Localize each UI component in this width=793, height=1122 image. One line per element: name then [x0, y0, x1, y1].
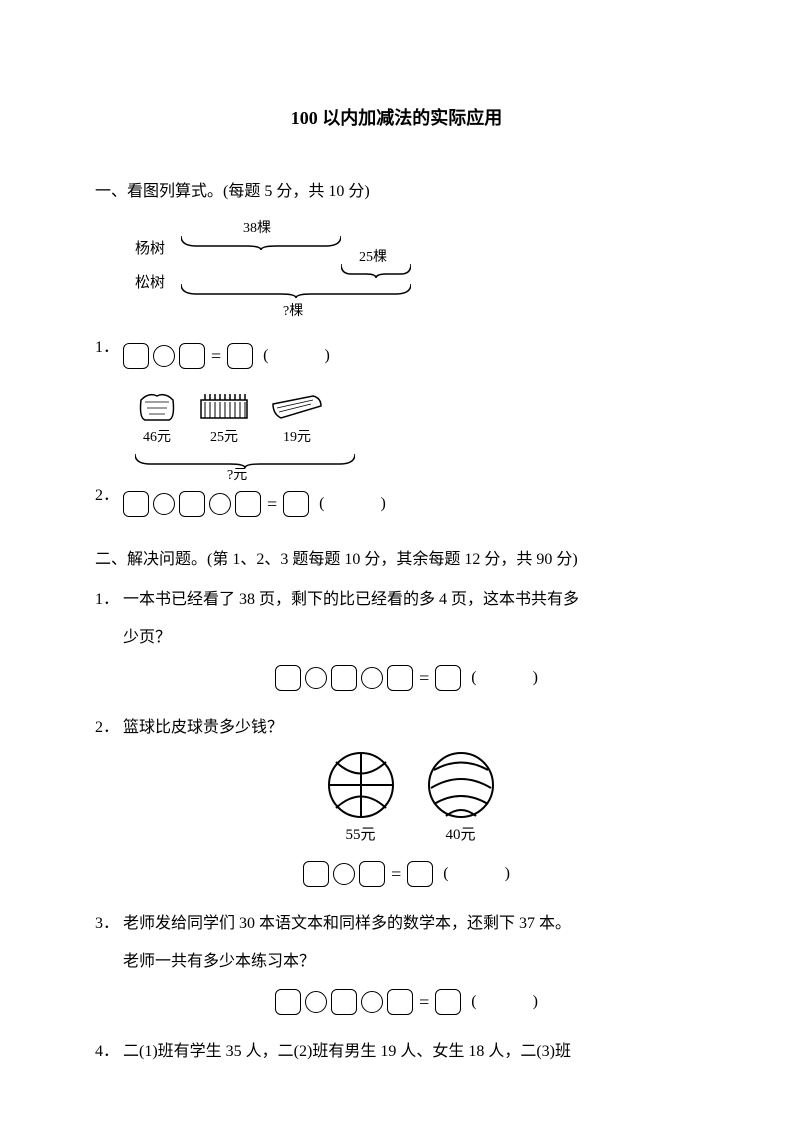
- answer-box[interactable]: [407, 861, 433, 887]
- balls-figure: 55元 40元: [123, 750, 698, 850]
- answer-box[interactable]: [359, 861, 385, 887]
- unit-paren: ( ): [437, 858, 518, 890]
- label-yang: 杨树: [135, 234, 165, 264]
- answer-box[interactable]: [275, 665, 301, 691]
- answer-box[interactable]: [227, 343, 253, 369]
- answer-box[interactable]: [303, 861, 329, 887]
- basketball-price: 55元: [345, 820, 375, 850]
- basketball: 55元: [326, 750, 396, 850]
- s2-q2-text: 篮球比皮球贵多少钱？: [123, 712, 698, 744]
- operator-box[interactable]: [153, 345, 175, 367]
- s2-q1-text-a: 一本书已经看了 38 页，剩下的比已经看的多 4 页，这本书共有多: [123, 584, 698, 616]
- answer-box[interactable]: [435, 989, 461, 1015]
- q1: 1． = ( ): [95, 332, 698, 384]
- operator-box[interactable]: [209, 493, 231, 515]
- s2-q2-number: 2．: [95, 712, 123, 744]
- operator-box[interactable]: [305, 991, 327, 1013]
- q2-figure: 46元 25元 19元: [135, 390, 698, 452]
- equals-sign: =: [209, 338, 223, 374]
- answer-box[interactable]: [283, 491, 309, 517]
- s2-q3-text-b: 老师一共有多少本练习本？: [123, 946, 698, 978]
- answer-box[interactable]: [275, 989, 301, 1015]
- q2: 2． = ( ): [95, 480, 698, 532]
- answer-box[interactable]: [331, 665, 357, 691]
- unit-paren: ( ): [313, 488, 394, 520]
- equals-sign: =: [389, 856, 403, 892]
- unit-paren: ( ): [465, 662, 546, 694]
- s2-q3: 3． 老师发给同学们 30 本语文本和同样多的数学本，还剩下 37 本。 老师一…: [95, 908, 698, 1030]
- s2-q4-text: 二(1)班有学生 35 人，二(2)班有男生 19 人、女生 18 人，二(3)…: [123, 1036, 698, 1068]
- operator-box[interactable]: [361, 991, 383, 1013]
- basketball-icon: [326, 750, 396, 820]
- answer-box[interactable]: [435, 665, 461, 691]
- s2-q3-number: 3．: [95, 908, 123, 940]
- equals-sign: =: [417, 660, 431, 696]
- s2-q4: 4． 二(1)班有学生 35 人，二(2)班有男生 19 人、女生 18 人，二…: [95, 1036, 698, 1074]
- s2-q2-equation: = ( ): [123, 856, 698, 892]
- q1-figure: 杨树 松树 38棵 25棵 ?棵: [135, 216, 415, 326]
- ball-icon: [426, 750, 496, 820]
- s2-q3-text-a: 老师发给同学们 30 本语文本和同样多的数学本，还剩下 37 本。: [123, 908, 698, 940]
- brace-icon: [341, 264, 411, 278]
- label-song: 松树: [135, 268, 165, 298]
- operator-box[interactable]: [305, 667, 327, 689]
- q2-number: 2．: [95, 480, 123, 512]
- item-crayons: 25元: [197, 390, 251, 452]
- answer-box[interactable]: [179, 491, 205, 517]
- item-pencilcase: 19元: [269, 390, 325, 452]
- operator-box[interactable]: [361, 667, 383, 689]
- val-q: ?棵: [283, 298, 303, 326]
- answer-box[interactable]: [123, 491, 149, 517]
- section-2-heading: 二、解决问题。(第 1、2、3 题每题 10 分，其余每题 12 分，共 90 …: [95, 544, 698, 576]
- section-1: 一、看图列算式。(每题 5 分，共 10 分) 杨树 松树 38棵 25棵 ?棵…: [95, 176, 698, 532]
- answer-box[interactable]: [387, 989, 413, 1015]
- equals-sign: =: [417, 984, 431, 1020]
- unit-paren: ( ): [257, 340, 338, 372]
- answer-box[interactable]: [179, 343, 205, 369]
- price-3: 19元: [283, 424, 311, 452]
- leatherball: 40元: [426, 750, 496, 850]
- unit-paren: ( ): [465, 986, 546, 1018]
- bag-icon: [135, 390, 179, 422]
- price-2: 25元: [210, 424, 238, 452]
- price-1: 46元: [143, 424, 171, 452]
- answer-box[interactable]: [387, 665, 413, 691]
- equals-sign: =: [265, 486, 279, 522]
- s2-q1-text-b: 少页？: [123, 622, 698, 654]
- section-1-heading: 一、看图列算式。(每题 5 分，共 10 分): [95, 176, 698, 208]
- answer-box[interactable]: [235, 491, 261, 517]
- q1-equation: = ( ): [123, 338, 698, 374]
- leatherball-price: 40元: [445, 820, 475, 850]
- pencilcase-icon: [269, 390, 325, 422]
- q2-brace: ?元: [135, 454, 355, 480]
- answer-box[interactable]: [331, 989, 357, 1015]
- q2-equation: = ( ): [123, 486, 698, 522]
- s2-q4-number: 4．: [95, 1036, 123, 1068]
- section-2: 二、解决问题。(第 1、2、3 题每题 10 分，其余每题 12 分，共 90 …: [95, 544, 698, 1074]
- s2-q2: 2． 篮球比皮球贵多少钱？ 55元 40元: [95, 712, 698, 902]
- q1-number: 1．: [95, 332, 123, 364]
- s2-q1-number: 1．: [95, 584, 123, 616]
- brace-icon: [181, 284, 411, 298]
- crayons-icon: [197, 390, 251, 422]
- item-bag: 46元: [135, 390, 179, 452]
- s2-q1-equation: = ( ): [123, 660, 698, 696]
- brace-icon: [181, 236, 341, 250]
- page-title: 100 以内加减法的实际应用: [95, 100, 698, 136]
- operator-box[interactable]: [333, 863, 355, 885]
- s2-q3-equation: = ( ): [123, 984, 698, 1020]
- shop-q: ?元: [227, 462, 247, 490]
- operator-box[interactable]: [153, 493, 175, 515]
- answer-box[interactable]: [123, 343, 149, 369]
- s2-q1: 1． 一本书已经看了 38 页，剩下的比已经看的多 4 页，这本书共有多 少页？…: [95, 584, 698, 706]
